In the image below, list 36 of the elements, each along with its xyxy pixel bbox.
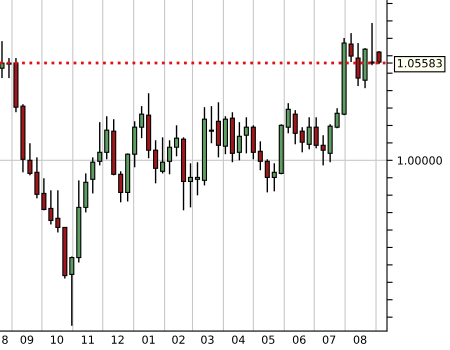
candlestick	[27, 142, 32, 176]
candlestick	[208, 105, 214, 144]
x-tick-label: 07	[322, 335, 336, 344]
candlestick	[348, 32, 354, 63]
candlestick	[244, 116, 249, 154]
candlestick	[160, 136, 166, 174]
x-tick-label: 09	[20, 335, 34, 344]
x-tick-label: 12	[112, 335, 124, 344]
x-tick-label: 01	[142, 335, 155, 344]
candlestick	[194, 162, 200, 196]
candlestick	[188, 162, 194, 208]
x-tick-label: 08	[354, 335, 366, 344]
x-tick-label: 06	[292, 335, 306, 344]
candlestick	[139, 105, 144, 139]
candlestick	[174, 124, 180, 158]
candlestick	[153, 140, 158, 184]
candlestick	[236, 121, 242, 162]
x-tick-label: 11	[82, 336, 94, 344]
x-tick-label: 10	[51, 335, 64, 344]
candlestick	[376, 50, 382, 65]
candlestick	[34, 156, 40, 200]
x-tick-label: 02	[172, 335, 184, 344]
candlestick	[334, 108, 340, 129]
candlestick	[41, 178, 46, 212]
candlestick	[356, 42, 361, 87]
candlestick	[258, 140, 263, 171]
x-tick-label: 03	[201, 335, 214, 344]
candlestick	[55, 190, 60, 234]
x-tick-label: 05	[262, 335, 274, 344]
x-tick-label: 04	[232, 335, 245, 344]
x-tick-label: 8	[2, 335, 8, 344]
candlestick	[167, 140, 172, 175]
candlestick	[320, 134, 326, 166]
candlestick	[48, 190, 54, 226]
y-tick-label: 1.00000	[398, 156, 442, 165]
y-tick-label: 1.05583	[398, 59, 442, 68]
